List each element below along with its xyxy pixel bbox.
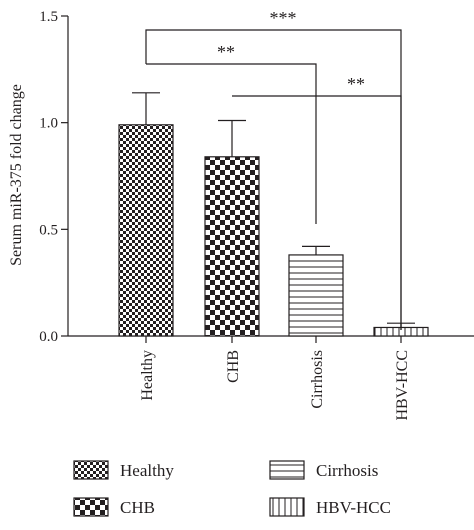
legend-swatch: [73, 497, 109, 517]
y-tick-label: 0.5: [39, 222, 58, 238]
bar-cirrhosis: [288, 254, 344, 337]
x-tick-label: Cirrhosis: [309, 350, 326, 409]
significance-brackets: *******: [145, 8, 402, 330]
bars: Healthy CHB Cirrhosis HBV-HCC: [118, 92, 429, 421]
legend-swatch: [269, 460, 305, 480]
significance-bracket: [146, 63, 317, 224]
x-tick-label: Healthy: [139, 350, 156, 401]
significance-label: **: [347, 74, 365, 94]
legend-label: Cirrhosis: [316, 461, 378, 480]
bar-chb: [204, 156, 260, 337]
legend-swatch: [269, 497, 305, 517]
legend: Healthy Cirrhosis CHB HBV-HCC: [73, 460, 391, 517]
legend-label: CHB: [120, 498, 155, 517]
significance-bracket: [232, 95, 402, 330]
legend-label: HBV-HCC: [316, 498, 391, 517]
x-tick-label: HBV-HCC: [394, 350, 411, 421]
y-tick-label: 1.5: [39, 9, 58, 25]
bar-healthy: [118, 124, 174, 337]
significance-label: **: [217, 42, 235, 62]
y-tick-label: 1.0: [39, 116, 58, 132]
x-tick-label: CHB: [225, 350, 242, 383]
significance-label: ***: [270, 8, 297, 28]
y-tick-label: 0.0: [39, 329, 58, 345]
legend-label: Healthy: [120, 461, 174, 480]
y-axis-label: Serum miR-375 fold change: [8, 84, 25, 266]
legend-swatch: [73, 460, 109, 480]
